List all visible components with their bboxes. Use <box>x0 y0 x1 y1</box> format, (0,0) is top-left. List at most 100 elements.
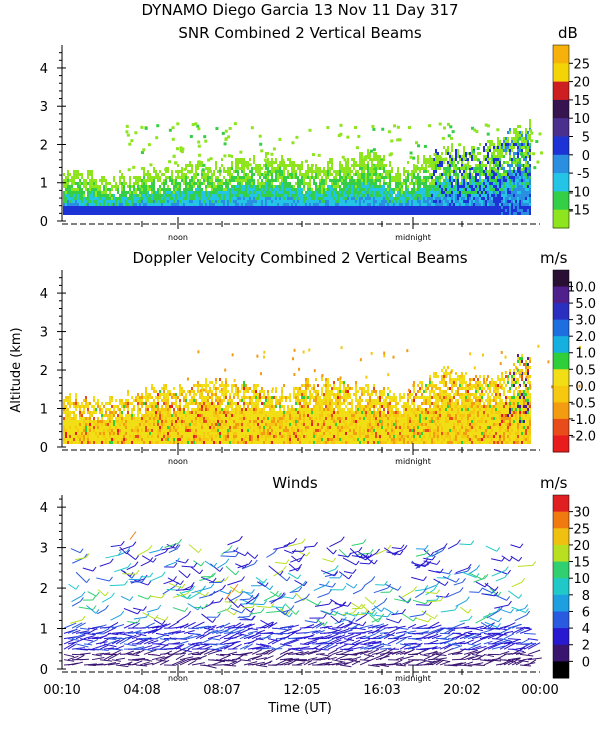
heatmap-cell <box>181 167 183 170</box>
heatmap-cell <box>437 185 439 188</box>
heatmap-cell <box>483 173 485 176</box>
heatmap-cell <box>355 194 357 197</box>
heatmap-cell <box>87 206 89 209</box>
heatmap-cell <box>167 188 169 191</box>
heatmap-cell <box>191 179 193 182</box>
heatmap-cell <box>517 179 519 182</box>
heatmap-cell <box>407 188 409 191</box>
heatmap-cell <box>75 194 77 197</box>
heatmap-cell <box>237 200 239 203</box>
heatmap-cell <box>477 185 479 188</box>
heatmap-cell <box>97 194 99 197</box>
heatmap-cell <box>164 168 168 172</box>
heatmap-cell <box>517 191 519 194</box>
heatmap-cell <box>339 164 341 167</box>
heatmap-cell <box>315 191 317 194</box>
heatmap-cell <box>463 170 465 173</box>
heatmap-cell <box>497 209 499 212</box>
heatmap-cell <box>461 200 463 203</box>
heatmap-cell <box>269 173 271 176</box>
heatmap-cell <box>171 209 173 212</box>
heatmap-cell <box>311 197 313 200</box>
heatmap-cell <box>491 197 493 200</box>
heatmap-cell <box>337 206 339 209</box>
heatmap-cell <box>63 185 65 188</box>
heatmap-cell <box>299 197 301 200</box>
heatmap-cell <box>159 426 161 429</box>
heatmap-cell <box>251 206 253 209</box>
heatmap-cell <box>85 200 87 203</box>
heatmap-cell <box>365 182 367 185</box>
heatmap-cell <box>347 161 349 164</box>
heatmap-cell <box>353 182 355 185</box>
heatmap-cell <box>223 209 225 212</box>
heatmap-cell <box>161 423 163 426</box>
heatmap-cell <box>63 399 65 402</box>
heatmap-cell <box>403 167 405 170</box>
heatmap-cell <box>241 158 243 161</box>
heatmap-cell <box>87 441 89 444</box>
heatmap-cell <box>517 203 519 206</box>
heatmap-cell <box>143 432 145 435</box>
heatmap-cell <box>205 185 207 188</box>
heatmap-cell <box>313 203 315 206</box>
heatmap-cell <box>521 146 523 149</box>
heatmap-cell <box>171 200 173 203</box>
heatmap-cell <box>191 399 193 402</box>
heatmap-cell <box>93 396 95 399</box>
heatmap-cell <box>237 158 239 161</box>
heatmap-cell <box>231 167 233 170</box>
heatmap-cell <box>443 212 445 215</box>
heatmap-cell <box>139 176 141 179</box>
heatmap-cell <box>491 182 493 185</box>
heatmap-cell <box>431 173 433 176</box>
heatmap-cell <box>119 423 121 426</box>
heatmap-cell <box>439 176 441 179</box>
heatmap-cell <box>375 212 377 215</box>
heatmap-cell <box>465 176 467 179</box>
heatmap-cell <box>183 432 185 435</box>
heatmap-cell <box>449 136 453 140</box>
heatmap-cell <box>151 197 153 200</box>
heatmap-cell <box>189 200 191 203</box>
heatmap-cell <box>87 411 89 414</box>
heatmap-cell <box>250 126 254 130</box>
heatmap-cell <box>141 435 143 438</box>
heatmap-cell <box>309 212 311 215</box>
heatmap-cell <box>219 206 221 209</box>
heatmap-cell <box>237 206 239 209</box>
heatmap-cell <box>99 420 101 423</box>
heatmap-cell <box>67 209 69 212</box>
heatmap-cell <box>205 429 207 432</box>
heatmap-cell <box>89 417 91 420</box>
heatmap-cell <box>485 143 487 146</box>
heatmap-cell <box>203 411 205 414</box>
heatmap-cell <box>197 203 199 206</box>
heatmap-cell <box>89 426 91 429</box>
heatmap-cell <box>139 438 141 441</box>
heatmap-cell <box>297 206 299 209</box>
heatmap-cell <box>145 432 147 435</box>
heatmap-cell <box>77 206 79 209</box>
heatmap-cell <box>91 200 93 203</box>
heatmap-cell <box>209 191 211 194</box>
heatmap-cell <box>277 197 279 200</box>
heatmap-cell <box>145 408 147 411</box>
heatmap-cell <box>375 155 377 158</box>
heatmap-cell <box>91 176 93 179</box>
heatmap-cell <box>177 441 179 444</box>
heatmap-cell <box>297 191 299 194</box>
heatmap-cell <box>275 209 277 212</box>
heatmap-cell <box>67 399 69 402</box>
heatmap-cell <box>413 194 415 197</box>
heatmap-cell <box>177 173 179 176</box>
heatmap-cell <box>445 149 447 152</box>
heatmap-cell <box>455 203 457 206</box>
heatmap-cell <box>479 143 481 146</box>
heatmap-cell <box>305 200 307 203</box>
heatmap-cell <box>263 212 265 215</box>
heatmap-cell <box>123 405 125 408</box>
heatmap-cell <box>195 176 197 179</box>
heatmap-cell <box>331 212 333 215</box>
heatmap-cell <box>417 155 419 158</box>
